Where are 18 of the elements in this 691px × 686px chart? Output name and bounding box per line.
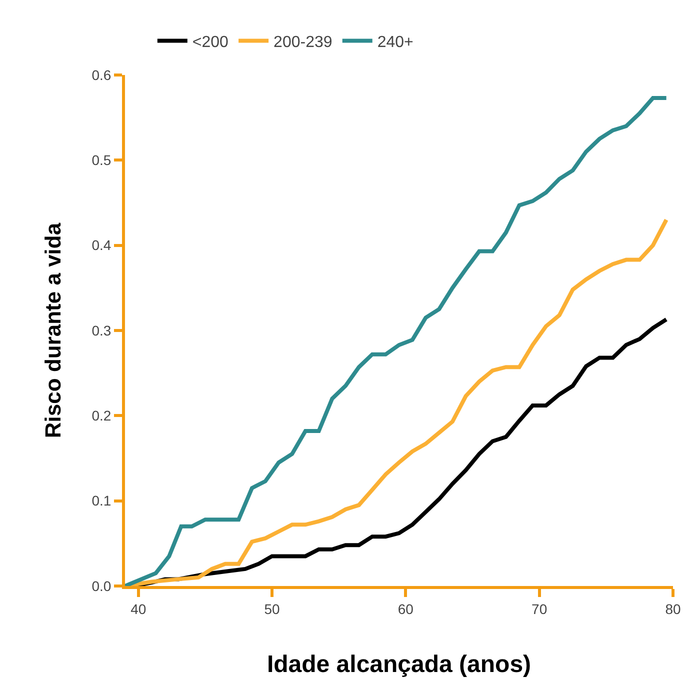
x-tick-label: 70 [532,600,548,617]
y-tick-label: 0.0 [92,578,112,594]
line-series [125,96,668,586]
y-axis-title: Risco durante a vida [40,222,66,438]
x-tick-label: 50 [264,600,280,617]
y-tick-label: 0.5 [92,152,112,168]
y-tick-label: 0.4 [92,237,112,254]
x-tick-label: 80 [665,600,681,617]
x-tick-label: 40 [130,600,146,617]
y-tick-label: 0.1 [92,492,112,509]
y-tick-label: 0.2 [92,408,112,424]
legend-label: 200-239 [274,34,332,52]
x-axis-title: Idade alcançada (anos) [266,651,532,678]
y-tick-label: 0.3 [92,322,112,338]
legend-label: 240+ [377,34,414,52]
x-tick-label: 60 [398,600,414,617]
y-tick-label: 0.6 [92,66,112,83]
legend-label: <200 [192,34,229,52]
